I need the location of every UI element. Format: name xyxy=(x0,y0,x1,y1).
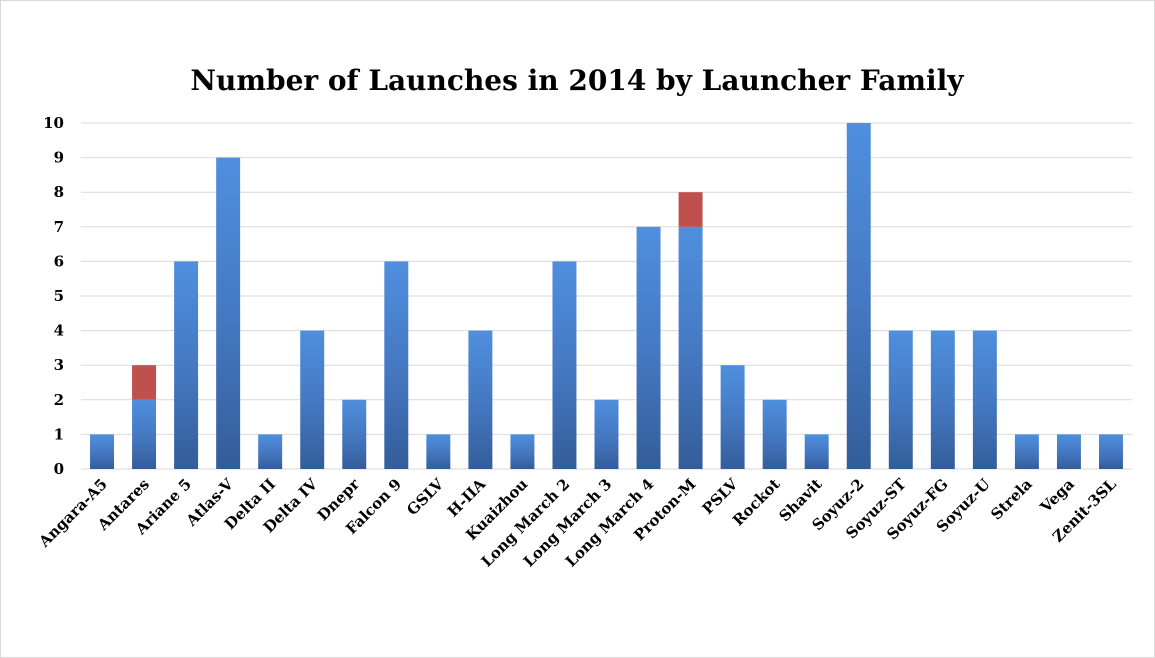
chart-title: Number of Launches in 2014 by Launcher F… xyxy=(190,64,964,97)
bar-pslv xyxy=(720,365,745,469)
bar-vega xyxy=(1056,434,1081,469)
bar-long-march-3 xyxy=(594,399,619,469)
bar-soyuz-fg xyxy=(930,330,955,469)
bar-delta-ii xyxy=(258,434,283,469)
bar-falcon-9 xyxy=(384,261,409,469)
bar-h-iia xyxy=(468,330,493,469)
y-tick-label: 7 xyxy=(54,218,64,236)
bar-proton-m xyxy=(678,226,703,469)
y-tick-label: 10 xyxy=(43,114,64,132)
y-tick-label: 4 xyxy=(54,322,64,340)
y-tick-label: 6 xyxy=(54,252,64,270)
x-tick-label: Angara-A5 xyxy=(35,475,111,551)
bar-gslv xyxy=(426,434,451,469)
bar-long-march-4 xyxy=(636,226,661,469)
bar-proton-m-series-2 xyxy=(678,192,703,227)
bar-angara-a5 xyxy=(90,434,115,469)
bar-shavit xyxy=(804,434,829,469)
y-tick-label: 1 xyxy=(54,425,64,443)
x-tick-label: GSLV xyxy=(403,475,447,519)
bar-long-march-2 xyxy=(552,261,577,469)
bar-rockot xyxy=(762,399,787,469)
bar-ariane-5 xyxy=(174,261,199,469)
bars xyxy=(90,123,1123,469)
y-tick-label: 2 xyxy=(54,391,64,409)
gridlines xyxy=(81,122,1132,470)
bar-antares-series-2 xyxy=(132,365,157,400)
bar-strela xyxy=(1014,434,1039,469)
bar-soyuz-st xyxy=(888,330,913,469)
x-tick-label: Strela xyxy=(987,475,1036,524)
bar-kuaizhou xyxy=(510,434,535,469)
y-tick-label: 3 xyxy=(54,356,64,374)
y-tick-label: 5 xyxy=(54,287,64,305)
x-tick-label: Rockot xyxy=(729,475,783,529)
y-axis-ticks: 0 1 2 3 4 5 6 7 8 9 10 xyxy=(43,114,64,478)
bar-soyuz-u xyxy=(972,330,997,469)
bar-zenit-3sl xyxy=(1098,434,1123,469)
bar-dnepr xyxy=(342,399,367,469)
bar-delta-iv xyxy=(300,330,325,469)
y-tick-label: 0 xyxy=(54,460,64,478)
bar-soyuz-2 xyxy=(846,123,871,469)
y-tick-label: 9 xyxy=(54,149,64,167)
y-tick-label: 8 xyxy=(54,183,64,201)
bar-atlas-v xyxy=(216,157,241,469)
bar-antares xyxy=(132,399,157,469)
